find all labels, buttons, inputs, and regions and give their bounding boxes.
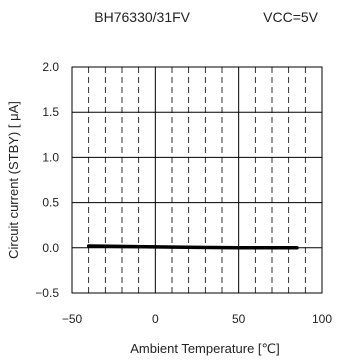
x-tick-label: 0	[152, 312, 159, 326]
y-tick-label: −0.5	[35, 286, 59, 300]
plot-grid	[72, 67, 322, 293]
y-tick-label: 1.0	[42, 150, 59, 164]
y-axis-label: Circuit current (STBY) [ μA]	[6, 101, 21, 259]
y-tick-label: 1.5	[42, 105, 59, 119]
x-tick-labels: −50 0 50 100	[62, 312, 333, 326]
x-tick-label: 100	[312, 312, 332, 326]
series-line	[86, 244, 299, 250]
y-tick-labels: −0.5 0.0 0.5 1.0 1.5 2.0	[35, 60, 59, 300]
x-tick-label: 50	[232, 312, 246, 326]
x-axis-label: Ambient Temperature [℃]	[130, 341, 279, 356]
y-tick-label: 0.0	[42, 241, 59, 255]
x-tick-label: −50	[62, 312, 83, 326]
plot-frame	[71, 66, 323, 294]
chart-title-part: BH76330/31FV	[94, 9, 190, 25]
chart-condition: VCC=5V	[263, 9, 319, 25]
series-layer	[86, 244, 299, 250]
y-tick-label: 2.0	[42, 60, 59, 74]
y-tick-label: 0.5	[42, 196, 59, 210]
